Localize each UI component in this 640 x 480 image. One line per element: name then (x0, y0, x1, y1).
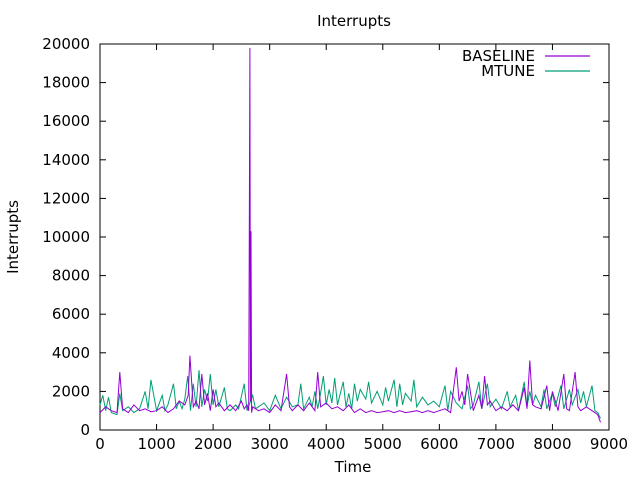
chart-title: Interrupts (317, 12, 391, 30)
x-axis-ticks: 0 1000 2000 3000 4000 5000 6000 7000 8000 9000 (95, 44, 628, 453)
x-tick-label: 9000 (590, 435, 628, 453)
y-axis-label: Interrupts (4, 200, 22, 274)
x-tick-label: 4000 (307, 435, 345, 453)
y-axis-ticks: 0 2000 4000 6000 8000 10000 12000 14000 16000 180… (42, 35, 609, 439)
y-tick-label: 20000 (42, 35, 90, 53)
y-tick-label: 8000 (52, 267, 90, 285)
x-tick-label: 8000 (533, 435, 571, 453)
x-tick-label: 0 (95, 435, 105, 453)
series-baseline (99, 47, 601, 423)
x-tick-label: 5000 (364, 435, 402, 453)
series-layer (99, 47, 601, 423)
x-tick-label: 2000 (194, 435, 232, 453)
y-tick-label: 4000 (52, 344, 90, 362)
y-tick-label: 6000 (52, 305, 90, 323)
x-tick-label: 6000 (420, 435, 458, 453)
y-tick-label: 12000 (42, 189, 90, 207)
x-tick-label: 3000 (251, 435, 289, 453)
x-tick-label: 1000 (137, 435, 175, 453)
y-tick-label: 14000 (42, 151, 90, 169)
legend-label-mtune: MTUNE (481, 62, 535, 80)
y-tick-label: 16000 (42, 112, 90, 130)
x-tick-label: 7000 (477, 435, 515, 453)
series-line-baseline (99, 47, 601, 423)
y-tick-label: 0 (80, 421, 90, 439)
y-tick-label: 18000 (42, 74, 90, 92)
x-axis-label: Time (334, 458, 372, 476)
y-tick-label: 2000 (52, 382, 90, 400)
y-tick-label: 10000 (42, 228, 90, 246)
legend-label-baseline: BASELINE (462, 47, 535, 65)
